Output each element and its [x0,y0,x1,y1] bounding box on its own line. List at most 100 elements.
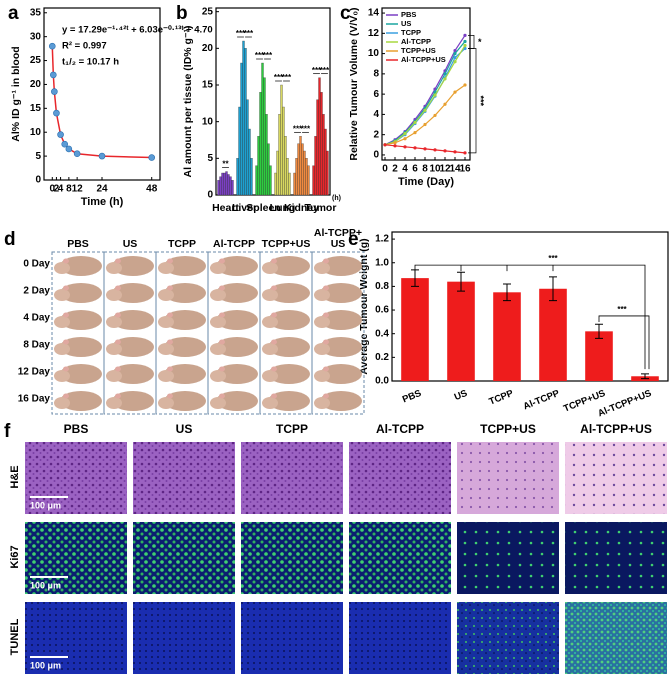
legend-label: Al-TCPP+US [401,55,446,64]
mouse-ear [167,393,173,399]
bar [274,172,277,196]
significance: *** [282,73,292,82]
mouse-head [314,370,330,382]
micrograph [25,602,127,674]
data-point [443,77,447,81]
mouse-body [60,364,102,384]
data-point [57,131,64,138]
mouse-body [164,364,206,384]
data-point [65,145,73,153]
data-point [48,42,56,50]
mouse-body [268,256,310,276]
micrograph [565,602,667,674]
mouse-head [158,316,174,328]
column-header: TCPP+US [261,238,311,250]
bar [255,165,258,196]
x-tick-label: 12 [439,164,451,175]
bar [225,171,228,196]
mouse-head [106,397,122,409]
mouse-head [54,262,70,274]
bar [223,172,226,196]
y-tick-label: 6 [373,89,379,100]
data-point [403,137,407,141]
legend-label: PBS [401,10,416,19]
mouse-ear [271,339,277,345]
mouse-ear [219,393,225,399]
bar [322,114,325,196]
bar [295,158,298,196]
bar [282,106,285,196]
bar [307,165,310,196]
mouse-head [262,343,278,355]
y-tick-label: 15 [30,103,42,114]
x-tick-label: Liver [232,202,257,214]
y-tick-label: 15 [202,80,214,91]
y-tick-label: 0.6 [375,305,389,316]
mouse-head [158,262,174,274]
bar [263,77,266,196]
y-tick-label: 0 [373,150,379,161]
mouse-head [210,289,226,301]
bar [269,165,272,196]
y-tick-label: 20 [30,79,42,90]
bar [585,331,613,381]
significance: *** [320,66,330,75]
data-point [423,147,427,151]
mouse-ear [63,312,69,318]
mouse-head [262,370,278,382]
row-label: Ki67 [9,545,21,568]
mouse-ear [271,285,277,291]
bar [257,136,260,196]
significance: *** [263,51,273,60]
mouse-head [54,316,70,328]
mouse-head [210,262,226,274]
legend-label: TCPP [401,28,421,37]
y-tick-label: 0 [207,190,213,201]
bar [267,143,270,196]
y-tick-label: 4 [373,109,379,120]
mouse-ear [323,312,329,318]
x-tick-label: 0 [382,164,388,175]
mouse-ear [63,393,69,399]
x-tick-label: Spleen [246,202,280,214]
mouse-ear [63,339,69,345]
data-point [463,39,467,44]
bar [238,106,241,196]
mouse-ear [63,366,69,372]
x-tick-label: 24 [96,184,108,195]
x-axis-label: Time (Day) [398,176,454,188]
data-point [148,154,156,161]
mouse-ear [167,285,173,291]
x-tick-label: US [453,388,469,403]
mouse-head [262,262,278,274]
mouse-head [158,397,174,409]
mouse-ear [115,393,121,399]
mouse-ear [323,366,329,372]
micrograph [457,602,559,674]
mouse-body [164,310,206,330]
data-point [433,148,437,152]
column-box [155,251,209,415]
y-tick-label: 0.4 [375,328,389,339]
mouse-head [210,397,226,409]
y-tick-label: 25 [202,6,214,17]
data-point [453,48,457,53]
data-point [453,56,457,60]
mouse-ear [115,258,121,264]
significance: *** [236,29,246,38]
mouse-body [112,256,154,276]
x-tick-label: 8 [66,184,72,195]
mouse-head [158,370,174,382]
bar [219,176,222,196]
mouse-ear [115,285,121,291]
mouse-body [216,310,258,330]
significance-bracket [598,315,650,370]
data-point [50,71,57,79]
error-bar [595,323,603,339]
mouse-ear [63,258,69,264]
mouse-head [262,316,278,328]
significance-bracket [414,264,646,370]
mouse-ear [167,366,173,372]
data-point [443,149,447,153]
bar [401,278,429,381]
